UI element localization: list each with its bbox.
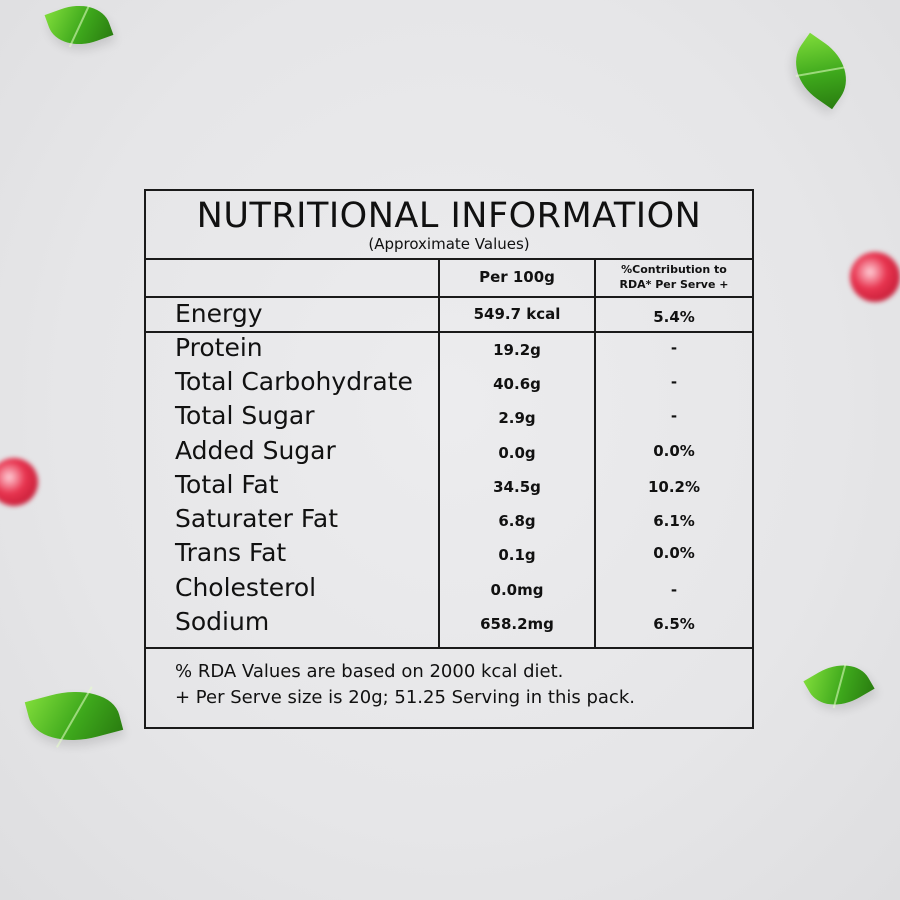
nutrient-name: Energy <box>175 299 263 328</box>
nutrient-rda: - <box>670 339 678 357</box>
nutrient-rda: - <box>670 581 678 599</box>
nutrient-rda: 6.5% <box>653 615 695 633</box>
nutrient-rda: - <box>670 373 678 391</box>
table-row: Cholesterol 0.0mg - <box>146 571 752 605</box>
nutrient-per100: 34.5g <box>493 478 541 496</box>
footnote-serve: + Per Serve size is 20g; 51.25 Serving i… <box>175 687 635 708</box>
nutrient-per100: 549.7 kcal <box>473 305 561 323</box>
footnote-rda: % RDA Values are based on 2000 kcal diet… <box>175 661 564 682</box>
column-divider-right <box>594 258 596 647</box>
table-title: NUTRITIONAL INFORMATION <box>196 196 702 236</box>
nutrient-name: Sodium <box>175 607 270 636</box>
table-row: Total Fat 34.5g 10.2% <box>146 468 752 502</box>
table-row: Sodium 658.2mg 6.5% <box>146 605 752 639</box>
nutrient-per100: 6.8g <box>498 512 536 530</box>
mint-leaf-top-left-icon <box>44 0 114 55</box>
nutrient-name: Total Sugar <box>175 401 315 430</box>
nutrient-name: Trans Fat <box>175 538 287 567</box>
nutrient-name: Protein <box>175 333 263 362</box>
column-header-per-100g: Per 100g <box>479 268 555 286</box>
nutrient-per100: 19.2g <box>493 341 541 359</box>
title-block: NUTRITIONAL INFORMATION (Approximate Val… <box>146 191 752 260</box>
table-row: Added Sugar 0.0g 0.0% <box>146 434 752 468</box>
nutrient-per100: 658.2mg <box>480 615 554 633</box>
column-header-rda-line1: %Contribution to <box>621 263 727 276</box>
table-row: Total Sugar 2.9g - <box>146 399 752 433</box>
mint-leaf-top-right-icon <box>781 32 861 110</box>
berry-right-icon <box>850 252 900 302</box>
nutrient-rda: 0.0% <box>653 442 695 460</box>
nutrient-rda: 10.2% <box>647 478 701 496</box>
footer-divider <box>146 647 752 649</box>
table-row: Saturater Fat 6.8g 6.1% <box>146 502 752 536</box>
nutrient-per100: 2.9g <box>498 409 536 427</box>
table-row: Total Carbohydrate 40.6g - <box>146 365 752 399</box>
nutrient-per100: 0.1g <box>498 546 536 564</box>
energy-divider <box>146 331 752 333</box>
nutrient-rda: 6.1% <box>653 512 695 530</box>
nutrient-name: Saturater Fat <box>175 504 339 533</box>
column-header-row: Per 100g %Contribution to RDA* Per Serve… <box>146 258 752 298</box>
nutrient-rda: 0.0% <box>653 544 695 562</box>
nutrient-rda: - <box>670 407 678 425</box>
column-header-rda-line2: RDA* Per Serve + <box>619 278 729 291</box>
footnotes: % RDA Values are based on 2000 kcal diet… <box>146 647 752 727</box>
nutrient-name: Cholesterol <box>175 573 317 602</box>
mint-leaf-bottom-right-icon <box>803 652 875 718</box>
table-row: Trans Fat 0.1g 0.0% <box>146 536 752 570</box>
nutrient-rda: 5.4% <box>653 308 695 326</box>
table-row: Energy 549.7 kcal 5.4% <box>146 297 752 331</box>
nutrient-name: Total Carbohydrate <box>175 367 413 396</box>
nutrient-per100: 0.0g <box>498 444 536 462</box>
column-divider-left <box>438 258 440 647</box>
table-row: Protein 19.2g - <box>146 331 752 365</box>
column-header-rda: %Contribution to RDA* Per Serve + <box>596 262 752 292</box>
nutrition-table: NUTRITIONAL INFORMATION (Approximate Val… <box>144 189 754 729</box>
nutrient-name: Total Fat <box>175 470 279 499</box>
nutrient-per100: 40.6g <box>493 375 541 393</box>
nutrient-per100: 0.0mg <box>490 581 544 599</box>
table-subtitle: (Approximate Values) <box>368 235 530 253</box>
mint-leaf-bottom-left-icon <box>24 679 124 753</box>
berry-left-icon <box>0 458 38 506</box>
nutrient-name: Added Sugar <box>175 436 336 465</box>
